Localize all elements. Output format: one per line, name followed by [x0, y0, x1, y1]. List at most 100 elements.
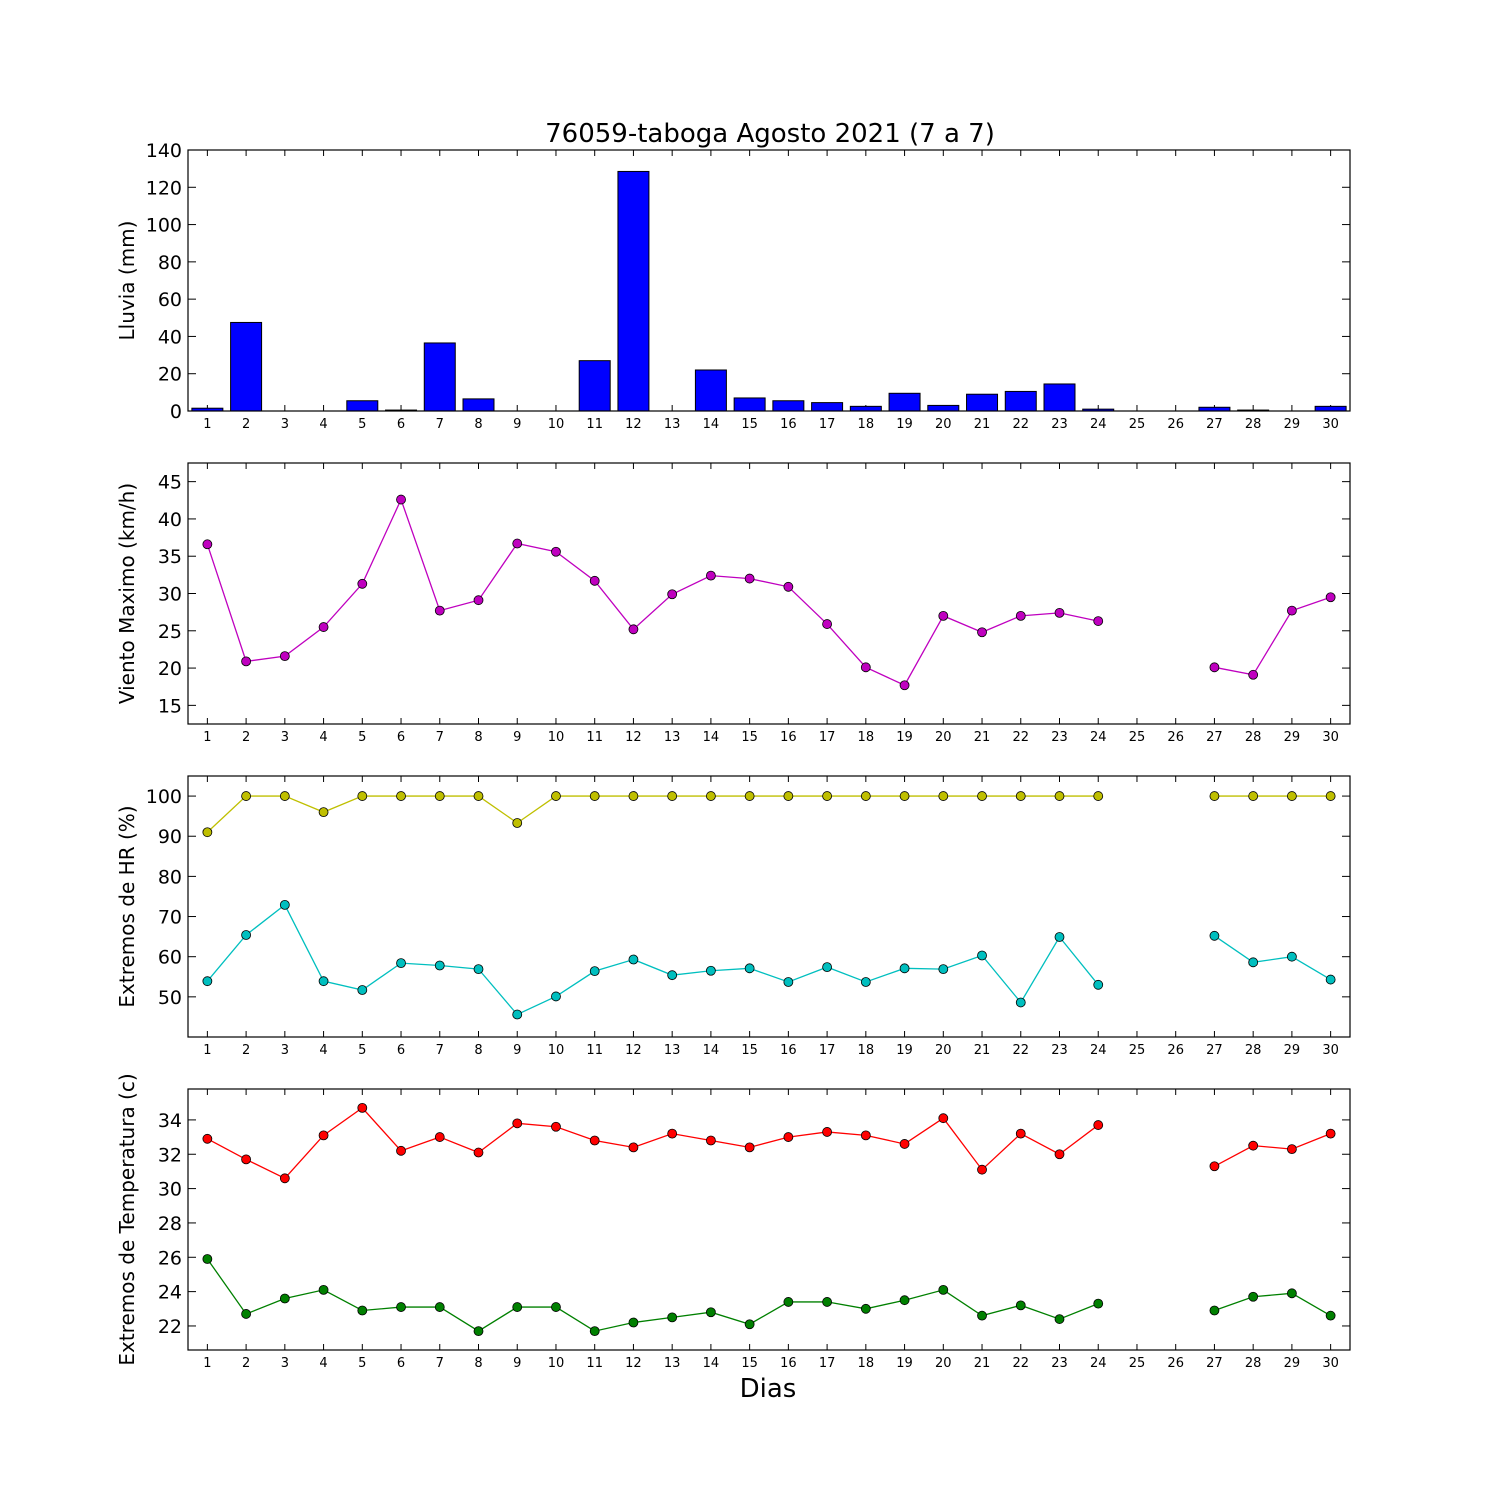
x-tick-label: 14 — [703, 1043, 720, 1058]
y-tick-label: 80 — [158, 866, 182, 888]
point-viento-0-day-22 — [1015, 610, 1026, 621]
axes-frame-temperatura — [187, 1088, 1351, 1351]
x-tick-label: 22 — [1012, 1043, 1029, 1058]
x-tick-label: 22 — [1012, 1356, 1029, 1371]
x-tick-label: 24 — [1090, 417, 1107, 432]
y-tick-label: 60 — [158, 289, 182, 311]
x-tick-label: 16 — [780, 1043, 797, 1058]
point-humedad-1-day-2 — [241, 930, 252, 940]
x-tick-label: 20 — [935, 1043, 952, 1058]
x-tick-label: 1 — [203, 1356, 211, 1371]
y-tick-label: 100 — [146, 215, 182, 237]
point-viento-0-day-14 — [706, 570, 716, 581]
point-humedad-1-day-21 — [977, 950, 987, 961]
y-axis-label-lluvia: Lluvia (mm) — [115, 221, 139, 341]
x-tick-label: 27 — [1206, 1043, 1223, 1058]
y-tick-label: 30 — [158, 584, 182, 606]
y-tick-label: 40 — [158, 326, 182, 348]
point-humedad-0-day-21 — [977, 791, 987, 801]
x-tick-label: 28 — [1245, 1356, 1262, 1371]
series-line-viento-0 — [206, 497, 1099, 687]
series-line-viento-0 — [1214, 596, 1331, 676]
x-tick-label: 14 — [703, 730, 720, 745]
point-humedad-1-day-17 — [822, 962, 832, 973]
x-axis-label: Dias — [740, 1374, 797, 1404]
x-tick-label: 23 — [1051, 1043, 1068, 1058]
point-temperatura-1-day-11 — [589, 1326, 600, 1337]
point-humedad-1-day-10 — [551, 991, 561, 1002]
point-temperatura-0-day-2 — [241, 1154, 252, 1165]
point-viento-0-day-2 — [241, 656, 252, 667]
point-humedad-1-day-30 — [1325, 974, 1336, 985]
y-axis-label-viento: Viento Maximo (km/h) — [115, 483, 139, 704]
point-temperatura-0-day-22 — [1015, 1128, 1026, 1139]
point-humedad-1-day-27 — [1209, 930, 1220, 941]
point-viento-0-day-23 — [1054, 607, 1065, 618]
point-temperatura-0-day-1 — [202, 1133, 213, 1144]
point-temperatura-0-day-10 — [551, 1121, 561, 1132]
x-tick-label: 13 — [664, 417, 681, 432]
x-tick-label: 26 — [1167, 730, 1184, 745]
x-tick-label: 2 — [242, 730, 250, 745]
y-tick-label: 20 — [158, 364, 182, 386]
x-tick-label: 13 — [664, 1356, 681, 1371]
bar-day-19 — [888, 392, 921, 412]
series-line-temperatura-0 — [1214, 1133, 1331, 1167]
x-tick-label: 2 — [242, 417, 250, 432]
point-viento-0-day-17 — [822, 619, 832, 629]
point-humedad-0-day-27 — [1209, 791, 1220, 801]
point-viento-0-day-20 — [938, 610, 949, 621]
point-viento-0-day-1 — [202, 539, 213, 550]
x-tick-label: 10 — [548, 1043, 565, 1058]
point-temperatura-0-day-21 — [977, 1164, 987, 1175]
point-humedad-0-day-19 — [899, 791, 910, 801]
x-tick-label: 6 — [397, 1356, 405, 1371]
x-tick-label: 14 — [703, 1356, 720, 1371]
x-tick-label: 18 — [858, 1356, 875, 1371]
point-humedad-0-day-24 — [1093, 791, 1104, 801]
x-tick-label: 19 — [896, 730, 913, 745]
x-tick-label: 15 — [741, 1356, 758, 1371]
point-viento-0-day-24 — [1093, 616, 1104, 626]
point-humedad-1-day-4 — [318, 976, 329, 987]
panel-temperatura: Extremos de Temperatura (c) 2224262830323… — [115, 1073, 1351, 1371]
x-tick-label: 7 — [436, 1043, 444, 1058]
point-temperatura-1-day-30 — [1325, 1310, 1336, 1321]
x-tick-label: 17 — [819, 1043, 836, 1058]
bar-day-7 — [423, 342, 456, 412]
point-humedad-0-day-1 — [202, 827, 213, 838]
x-tick-label: 26 — [1167, 417, 1184, 432]
point-humedad-0-day-23 — [1054, 791, 1065, 801]
x-tick-label: 28 — [1245, 1043, 1262, 1058]
point-humedad-0-day-16 — [783, 791, 794, 801]
axes-frame-viento — [187, 462, 1351, 725]
point-humedad-0-day-13 — [667, 791, 678, 801]
figure-title: 76059-taboga Agosto 2021 (7 a 7) — [545, 119, 995, 149]
point-humedad-1-day-18 — [860, 977, 871, 987]
point-viento-0-day-10 — [551, 546, 561, 557]
point-temperatura-0-day-28 — [1248, 1140, 1259, 1151]
x-tick-label: 20 — [935, 1356, 952, 1371]
point-temperatura-1-day-20 — [938, 1285, 949, 1295]
bar-day-15 — [733, 397, 766, 412]
point-temperatura-0-day-16 — [783, 1132, 794, 1142]
point-viento-0-day-30 — [1325, 592, 1336, 603]
point-viento-0-day-8 — [473, 595, 484, 606]
x-tick-label: 13 — [664, 1043, 681, 1058]
x-tick-label: 24 — [1090, 1356, 1107, 1371]
x-tick-label: 19 — [896, 1356, 913, 1371]
x-tick-label: 10 — [548, 1356, 565, 1371]
x-tick-label: 9 — [513, 730, 521, 745]
y-axis-label-temperatura: Extremos de Temperatura (c) — [115, 1073, 139, 1365]
point-humedad-0-day-2 — [241, 791, 252, 801]
x-tick-label: 21 — [974, 1356, 991, 1371]
point-humedad-1-day-8 — [473, 964, 484, 975]
point-humedad-0-day-30 — [1325, 791, 1336, 801]
y-tick-label: 34 — [158, 1110, 182, 1132]
x-tick-label: 1 — [203, 417, 211, 432]
point-temperatura-1-day-28 — [1248, 1291, 1259, 1302]
point-temperatura-0-day-13 — [667, 1128, 678, 1139]
x-tick-label: 3 — [281, 1043, 289, 1058]
x-tick-label: 30 — [1322, 730, 1339, 745]
